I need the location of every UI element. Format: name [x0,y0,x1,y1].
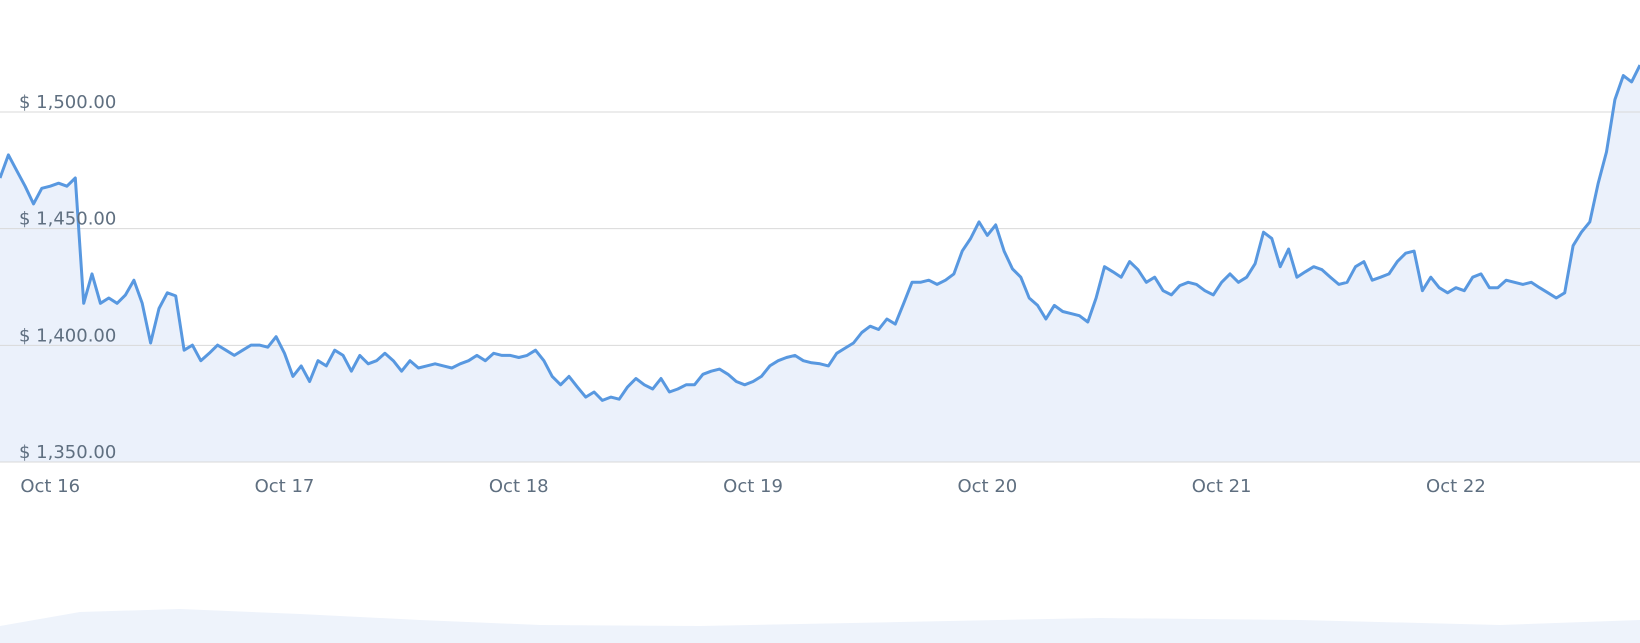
x-tick-label: Oct 17 [255,476,315,497]
x-tick-label: Oct 22 [1426,476,1486,497]
area-fill [0,65,1640,462]
x-tick-label: Oct 19 [723,476,783,497]
y-tick-label: $ 1,450.00 [19,209,116,230]
x-tick-label: Oct 18 [489,476,549,497]
y-tick-label: $ 1,500.00 [19,92,116,113]
navigator-area [0,609,1640,643]
price-line [0,64,1640,402]
x-tick-label: Oct 21 [1192,476,1252,497]
x-tick-label: Oct 16 [20,476,80,497]
x-tick-label: Oct 20 [957,476,1017,497]
y-tick-label: $ 1,350.00 [19,442,116,463]
y-tick-label: $ 1,400.00 [19,325,116,346]
